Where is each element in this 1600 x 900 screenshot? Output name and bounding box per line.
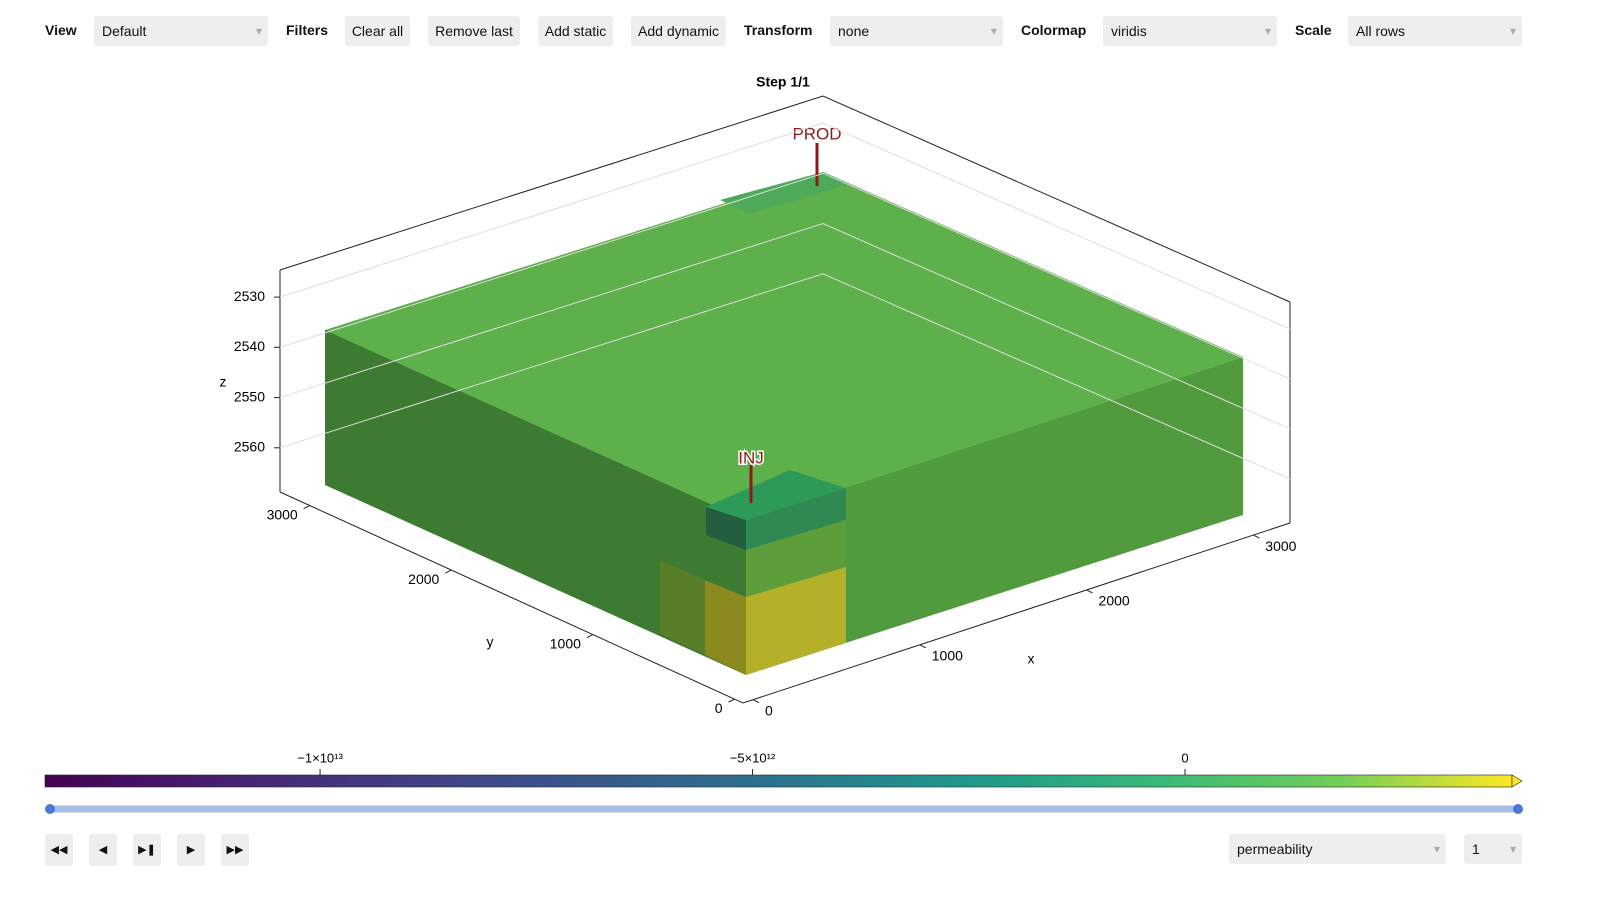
button[interactable]: Add static: [538, 16, 613, 46]
colormap-label: Colormap: [1021, 22, 1087, 38]
y-tick-label: 2000: [408, 571, 439, 587]
play-pause-button[interactable]: ▶❚: [133, 834, 161, 866]
step-value: 1: [1472, 841, 1480, 857]
colorbar-tick-label: 0: [1181, 750, 1188, 765]
cell: [746, 520, 846, 597]
axis-frame: [279, 95, 1291, 704]
variable-value: permeability: [1237, 841, 1313, 857]
colorbar-extend: [1511, 774, 1523, 788]
cell: [706, 507, 746, 550]
transform-select[interactable]: none: [830, 16, 1003, 46]
next-button[interactable]: ▶: [177, 834, 205, 866]
x-tick-label: 1000: [932, 648, 963, 664]
slider-handle[interactable]: [45, 804, 55, 814]
z-axis-label: z: [220, 374, 227, 390]
tick-mark: [445, 569, 452, 574]
tick-mark: [728, 698, 735, 703]
slider-handle[interactable]: [1513, 804, 1523, 814]
colormap-select[interactable]: viridis: [1103, 16, 1277, 46]
first-button[interactable]: ◀◀: [45, 834, 73, 866]
cell: [706, 470, 846, 520]
variable-select[interactable]: permeability: [1229, 834, 1446, 864]
view-label: View: [45, 22, 77, 38]
prev-button[interactable]: ◀: [89, 834, 117, 866]
scale-value: All rows: [1356, 23, 1406, 39]
tick-mark: [752, 699, 760, 704]
filters-label: Filters: [286, 22, 329, 38]
left-face: [325, 330, 746, 675]
button[interactable]: Remove last: [428, 16, 520, 46]
colorbar-tick-label: −5×10¹²: [730, 750, 776, 765]
tick-mark: [1086, 589, 1093, 594]
grid-line: [279, 273, 1291, 480]
z-tick-label: 2530: [234, 288, 265, 304]
transform-value: none: [838, 23, 870, 39]
view-select[interactable]: Default: [94, 16, 268, 46]
colormap-value: viridis: [1111, 23, 1147, 39]
x-tick-label: 2000: [1099, 593, 1130, 609]
z-tick-label: 2550: [234, 388, 265, 404]
y-tick-label: 1000: [550, 635, 581, 651]
grid-line: [279, 172, 1291, 380]
transform-label: Transform: [744, 22, 813, 38]
colorbar-tick-label: −1×10¹³: [297, 750, 343, 765]
cell: [746, 488, 846, 550]
cell: [660, 560, 705, 655]
z-tick-label: 2540: [234, 338, 265, 354]
right-face: [746, 357, 1243, 675]
well-label: PROD: [792, 124, 841, 143]
y-tick-label: 0: [715, 700, 723, 716]
grid-line: [279, 223, 1291, 430]
step-select[interactable]: 1: [1464, 834, 1522, 864]
y-tick-label: 3000: [267, 506, 298, 522]
last-button[interactable]: ▶▶: [221, 834, 249, 866]
cell: [705, 580, 746, 675]
x-axis-label: x: [1028, 651, 1035, 667]
scale-select[interactable]: All rows: [1348, 16, 1522, 46]
well-label: INJ: [738, 448, 764, 467]
colorbar: [44, 774, 1513, 788]
scale-label: Scale: [1295, 22, 1332, 38]
tick-mark: [586, 634, 594, 639]
tick-mark: [919, 644, 926, 649]
x-tick-label: 3000: [1265, 538, 1296, 554]
button[interactable]: Add dynamic: [631, 16, 726, 46]
y-axis-label: y: [487, 634, 494, 650]
view-value: Default: [102, 23, 147, 39]
grid-line: [279, 122, 1291, 330]
x-tick-label: 0: [765, 702, 773, 718]
tick-mark: [1253, 534, 1260, 539]
tick-mark: [303, 505, 310, 509]
z-tick-label: 2560: [234, 439, 265, 455]
plot-title: Step 1/1: [756, 74, 810, 90]
button[interactable]: Clear all: [345, 16, 410, 46]
cell: [746, 567, 846, 675]
